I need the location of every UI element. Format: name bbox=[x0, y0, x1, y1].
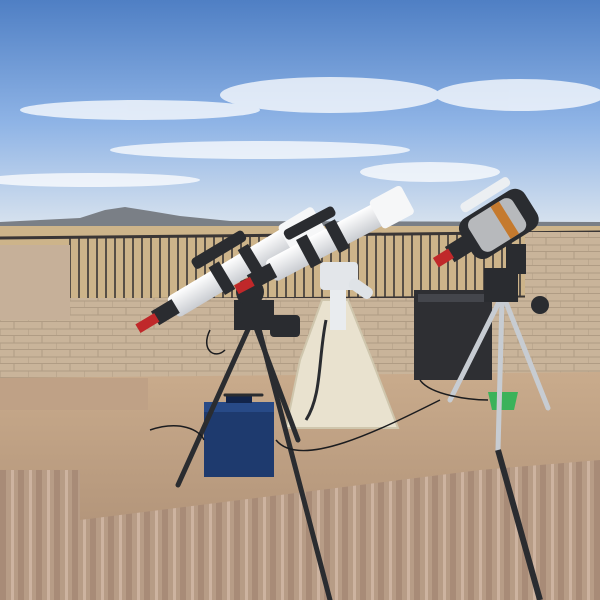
equipment-box bbox=[414, 290, 492, 380]
step-ledge bbox=[0, 378, 148, 410]
middle-pier bbox=[320, 262, 373, 330]
cables bbox=[149, 329, 489, 452]
middle-telescope bbox=[234, 185, 414, 295]
right-tripod bbox=[447, 297, 551, 453]
distant-mountains bbox=[0, 207, 600, 232]
right-telescope bbox=[432, 177, 539, 268]
right-mount bbox=[484, 244, 549, 314]
green-bucket bbox=[488, 392, 518, 410]
left-stone-ledge bbox=[0, 245, 70, 320]
clouds bbox=[0, 77, 600, 187]
right-tripod-extended-leg bbox=[495, 449, 543, 600]
left-tripod bbox=[175, 322, 333, 600]
pier-cover bbox=[284, 299, 400, 429]
blue-equipment-case bbox=[204, 396, 274, 477]
foreground-floor bbox=[0, 460, 600, 600]
